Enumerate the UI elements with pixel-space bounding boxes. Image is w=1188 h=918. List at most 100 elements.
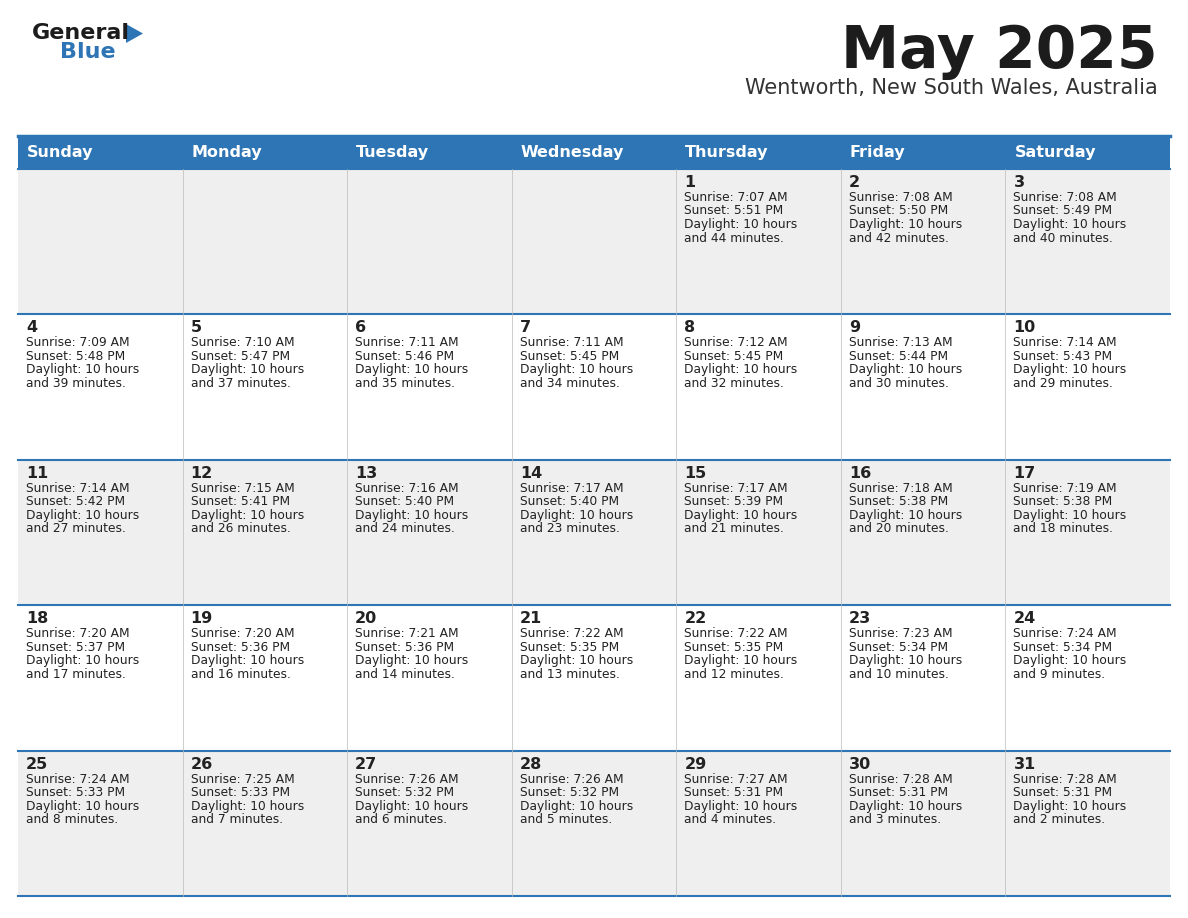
Text: Sunrise: 7:16 AM: Sunrise: 7:16 AM xyxy=(355,482,459,495)
Text: Sunset: 5:38 PM: Sunset: 5:38 PM xyxy=(849,496,948,509)
Text: Daylight: 10 hours: Daylight: 10 hours xyxy=(849,800,962,812)
Text: 23: 23 xyxy=(849,611,871,626)
Text: and 20 minutes.: and 20 minutes. xyxy=(849,522,949,535)
Bar xyxy=(676,136,841,169)
Text: Sunset: 5:45 PM: Sunset: 5:45 PM xyxy=(684,350,784,363)
Text: Sunset: 5:43 PM: Sunset: 5:43 PM xyxy=(1013,350,1112,363)
Text: Daylight: 10 hours: Daylight: 10 hours xyxy=(684,509,797,521)
Text: and 29 minutes.: and 29 minutes. xyxy=(1013,377,1113,390)
Text: 25: 25 xyxy=(26,756,49,772)
Bar xyxy=(512,136,676,169)
Text: Daylight: 10 hours: Daylight: 10 hours xyxy=(519,655,633,667)
Text: Sunset: 5:39 PM: Sunset: 5:39 PM xyxy=(684,496,783,509)
Text: 26: 26 xyxy=(190,756,213,772)
Text: Daylight: 10 hours: Daylight: 10 hours xyxy=(849,509,962,521)
Text: and 16 minutes.: and 16 minutes. xyxy=(190,667,290,681)
Text: Sunrise: 7:13 AM: Sunrise: 7:13 AM xyxy=(849,336,953,350)
Text: and 42 minutes.: and 42 minutes. xyxy=(849,231,949,244)
Text: 27: 27 xyxy=(355,756,378,772)
Text: Wentworth, New South Wales, Australia: Wentworth, New South Wales, Australia xyxy=(745,78,1158,98)
Text: Sunrise: 7:21 AM: Sunrise: 7:21 AM xyxy=(355,627,459,640)
Text: Daylight: 10 hours: Daylight: 10 hours xyxy=(1013,509,1126,521)
Text: Daylight: 10 hours: Daylight: 10 hours xyxy=(519,509,633,521)
Text: 22: 22 xyxy=(684,611,707,626)
Text: 6: 6 xyxy=(355,320,366,335)
Text: Sunset: 5:36 PM: Sunset: 5:36 PM xyxy=(355,641,454,654)
Text: Saturday: Saturday xyxy=(1015,145,1095,160)
Text: Daylight: 10 hours: Daylight: 10 hours xyxy=(684,364,797,376)
Text: Sunrise: 7:20 AM: Sunrise: 7:20 AM xyxy=(190,627,295,640)
Text: and 4 minutes.: and 4 minutes. xyxy=(684,813,777,826)
Text: 2: 2 xyxy=(849,175,860,190)
Text: Daylight: 10 hours: Daylight: 10 hours xyxy=(355,655,468,667)
Text: Sunrise: 7:17 AM: Sunrise: 7:17 AM xyxy=(519,482,624,495)
Text: 3: 3 xyxy=(1013,175,1024,190)
Text: 19: 19 xyxy=(190,611,213,626)
Text: Sunset: 5:51 PM: Sunset: 5:51 PM xyxy=(684,205,784,218)
Bar xyxy=(1005,136,1170,169)
Text: General: General xyxy=(32,23,129,43)
Text: Daylight: 10 hours: Daylight: 10 hours xyxy=(190,364,304,376)
Text: 8: 8 xyxy=(684,320,695,335)
Text: 20: 20 xyxy=(355,611,378,626)
Text: Sunrise: 7:24 AM: Sunrise: 7:24 AM xyxy=(26,773,129,786)
Text: and 37 minutes.: and 37 minutes. xyxy=(190,377,290,390)
Text: Sunrise: 7:14 AM: Sunrise: 7:14 AM xyxy=(1013,336,1117,350)
Text: 5: 5 xyxy=(190,320,202,335)
Text: Daylight: 10 hours: Daylight: 10 hours xyxy=(684,218,797,231)
Text: Sunrise: 7:20 AM: Sunrise: 7:20 AM xyxy=(26,627,129,640)
Text: Daylight: 10 hours: Daylight: 10 hours xyxy=(684,655,797,667)
Text: 17: 17 xyxy=(1013,465,1036,481)
Bar xyxy=(18,460,1170,605)
Text: and 13 minutes.: and 13 minutes. xyxy=(519,667,620,681)
Text: and 6 minutes.: and 6 minutes. xyxy=(355,813,447,826)
Text: Sunset: 5:37 PM: Sunset: 5:37 PM xyxy=(26,641,125,654)
Text: and 26 minutes.: and 26 minutes. xyxy=(190,522,290,535)
Text: and 2 minutes.: and 2 minutes. xyxy=(1013,813,1106,826)
Text: Monday: Monday xyxy=(191,145,263,160)
Text: 31: 31 xyxy=(1013,756,1036,772)
Text: and 7 minutes.: and 7 minutes. xyxy=(190,813,283,826)
Text: Daylight: 10 hours: Daylight: 10 hours xyxy=(355,364,468,376)
Text: Sunrise: 7:23 AM: Sunrise: 7:23 AM xyxy=(849,627,953,640)
Text: Daylight: 10 hours: Daylight: 10 hours xyxy=(1013,655,1126,667)
Text: Daylight: 10 hours: Daylight: 10 hours xyxy=(519,800,633,812)
Text: 15: 15 xyxy=(684,465,707,481)
Text: Sunrise: 7:15 AM: Sunrise: 7:15 AM xyxy=(190,482,295,495)
Bar xyxy=(18,605,1170,751)
Text: May 2025: May 2025 xyxy=(841,23,1158,80)
Text: Sunrise: 7:08 AM: Sunrise: 7:08 AM xyxy=(849,191,953,204)
Text: Sunset: 5:48 PM: Sunset: 5:48 PM xyxy=(26,350,125,363)
Text: Sunset: 5:47 PM: Sunset: 5:47 PM xyxy=(190,350,290,363)
Text: 13: 13 xyxy=(355,465,378,481)
Text: and 21 minutes.: and 21 minutes. xyxy=(684,522,784,535)
Text: Sunrise: 7:17 AM: Sunrise: 7:17 AM xyxy=(684,482,788,495)
Text: Sunset: 5:34 PM: Sunset: 5:34 PM xyxy=(849,641,948,654)
Text: Friday: Friday xyxy=(849,145,905,160)
Text: Sunrise: 7:07 AM: Sunrise: 7:07 AM xyxy=(684,191,788,204)
Bar xyxy=(18,314,1170,460)
Text: Sunday: Sunday xyxy=(27,145,94,160)
Text: Sunset: 5:33 PM: Sunset: 5:33 PM xyxy=(26,786,125,799)
Text: Daylight: 10 hours: Daylight: 10 hours xyxy=(26,364,139,376)
Text: Sunrise: 7:12 AM: Sunrise: 7:12 AM xyxy=(684,336,788,350)
Text: 1: 1 xyxy=(684,175,695,190)
Text: 16: 16 xyxy=(849,465,871,481)
Text: and 30 minutes.: and 30 minutes. xyxy=(849,377,949,390)
Text: Sunset: 5:45 PM: Sunset: 5:45 PM xyxy=(519,350,619,363)
Text: and 10 minutes.: and 10 minutes. xyxy=(849,667,949,681)
Text: and 24 minutes.: and 24 minutes. xyxy=(355,522,455,535)
Text: Sunset: 5:32 PM: Sunset: 5:32 PM xyxy=(355,786,454,799)
Text: Wednesday: Wednesday xyxy=(520,145,624,160)
Text: Sunset: 5:49 PM: Sunset: 5:49 PM xyxy=(1013,205,1112,218)
Text: Sunrise: 7:24 AM: Sunrise: 7:24 AM xyxy=(1013,627,1117,640)
Text: Sunrise: 7:09 AM: Sunrise: 7:09 AM xyxy=(26,336,129,350)
Text: Daylight: 10 hours: Daylight: 10 hours xyxy=(1013,364,1126,376)
Text: Sunrise: 7:11 AM: Sunrise: 7:11 AM xyxy=(355,336,459,350)
Text: Sunset: 5:40 PM: Sunset: 5:40 PM xyxy=(355,496,454,509)
Text: Daylight: 10 hours: Daylight: 10 hours xyxy=(355,800,468,812)
Text: 24: 24 xyxy=(1013,611,1036,626)
Text: Sunset: 5:38 PM: Sunset: 5:38 PM xyxy=(1013,496,1113,509)
Text: and 14 minutes.: and 14 minutes. xyxy=(355,667,455,681)
Text: Daylight: 10 hours: Daylight: 10 hours xyxy=(684,800,797,812)
